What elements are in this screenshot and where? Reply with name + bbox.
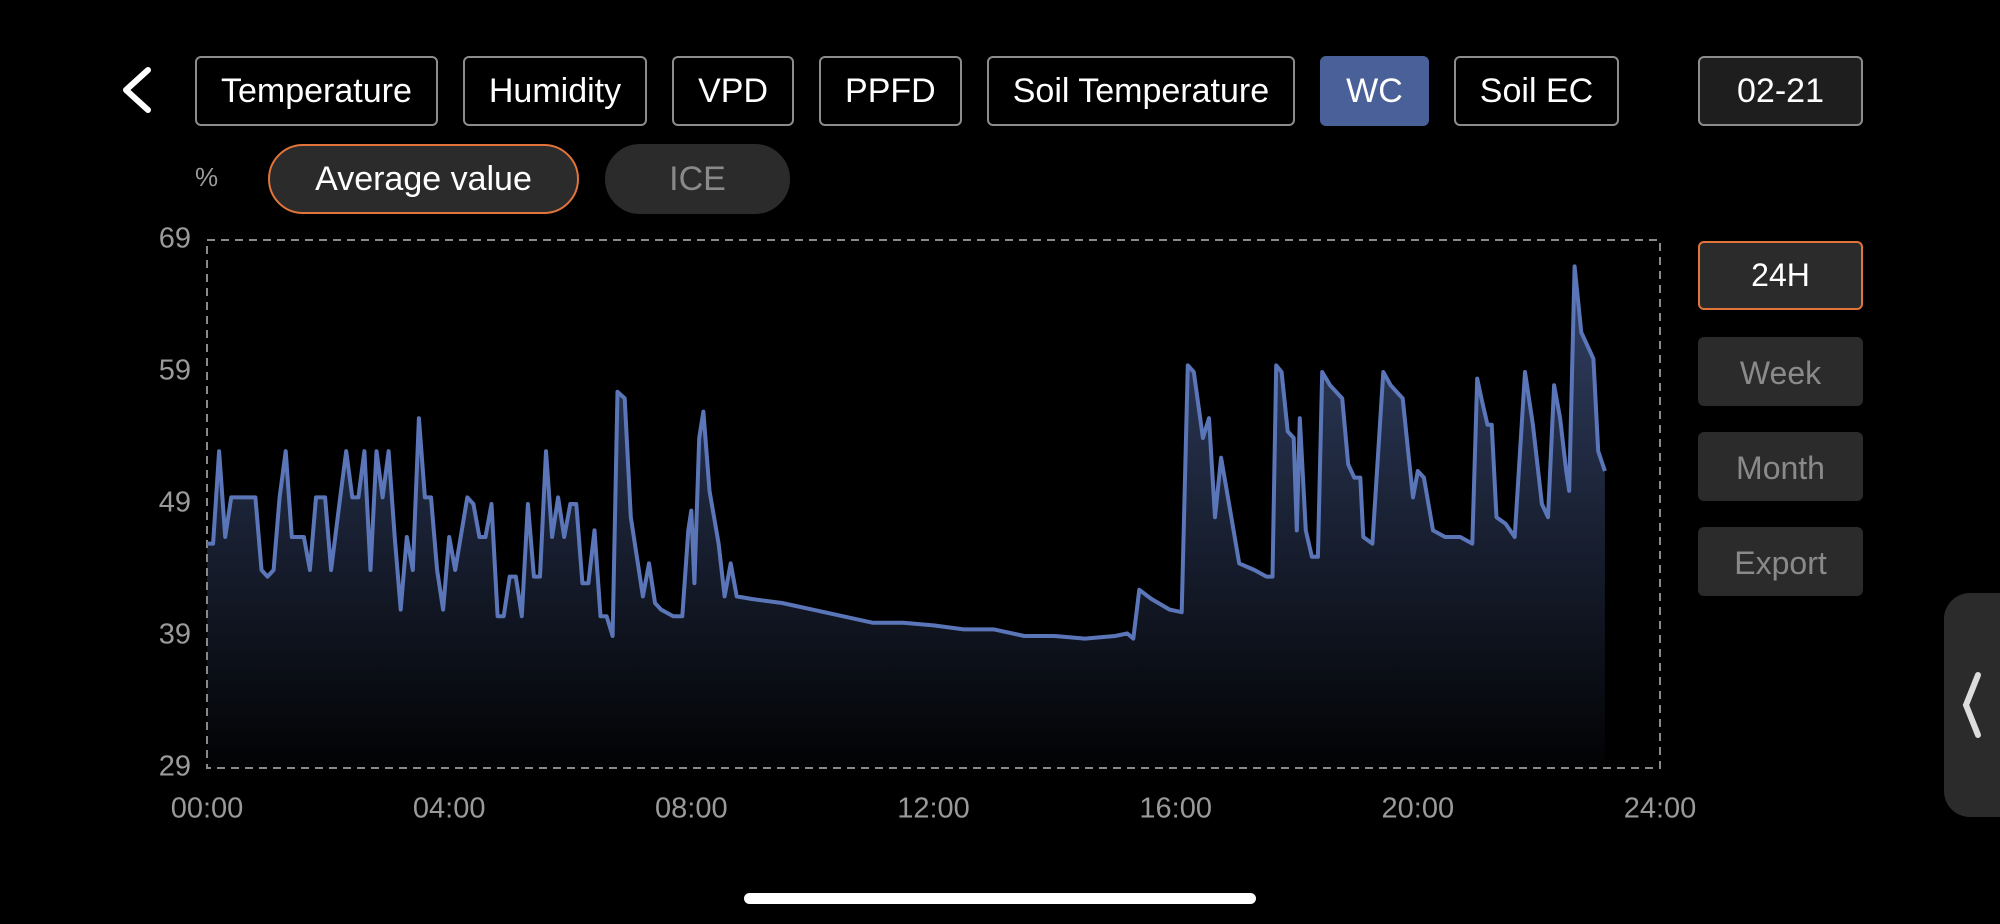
range-button[interactable]: Week bbox=[1698, 337, 1863, 406]
tab[interactable]: PPFD bbox=[819, 56, 962, 126]
data-line bbox=[207, 264, 1607, 641]
y-tick-label: 29 bbox=[159, 751, 191, 783]
y-tick-label: 49 bbox=[159, 487, 191, 519]
filter-pill[interactable]: ICE bbox=[605, 144, 790, 214]
range-button[interactable]: Month bbox=[1698, 432, 1863, 501]
tab[interactable]: Soil Temperature bbox=[986, 56, 1296, 126]
x-tick-label: 04:00 bbox=[413, 793, 486, 825]
unit-label: % bbox=[195, 162, 219, 192]
filter-pill[interactable]: Average value bbox=[268, 144, 579, 214]
area-fill bbox=[207, 266, 1605, 768]
x-tick-label: 24:00 bbox=[1624, 793, 1697, 825]
tab[interactable]: Soil EC bbox=[1453, 56, 1620, 126]
side-handle[interactable] bbox=[1944, 593, 2000, 817]
home-indicator bbox=[744, 893, 1256, 904]
export-button[interactable]: Export bbox=[1698, 527, 1863, 596]
x-tick-label: 16:00 bbox=[1139, 793, 1212, 825]
x-tick-label: 20:00 bbox=[1382, 793, 1455, 825]
tab[interactable]: WC bbox=[1320, 56, 1429, 126]
tab-bar: Temperature Humidity VPD PPFD Soil Temperatu… bbox=[195, 56, 1671, 126]
tab[interactable]: Humidity bbox=[462, 56, 648, 126]
y-tick-label: 39 bbox=[159, 619, 191, 651]
y-tick-label: 59 bbox=[159, 355, 191, 387]
x-tick-label: 00:00 bbox=[171, 793, 244, 825]
tab[interactable]: Temperature bbox=[195, 56, 438, 126]
plot-border bbox=[206, 239, 1661, 769]
range-button[interactable]: 24H bbox=[1698, 241, 1863, 310]
back-button[interactable] bbox=[118, 66, 158, 114]
y-tick-label: 69 bbox=[159, 223, 191, 255]
x-tick-label: 12:00 bbox=[897, 793, 970, 825]
tab[interactable]: VPD bbox=[672, 56, 795, 126]
date-picker[interactable]: 02-21 bbox=[1698, 56, 1863, 126]
x-tick-label: 08:00 bbox=[655, 793, 728, 825]
